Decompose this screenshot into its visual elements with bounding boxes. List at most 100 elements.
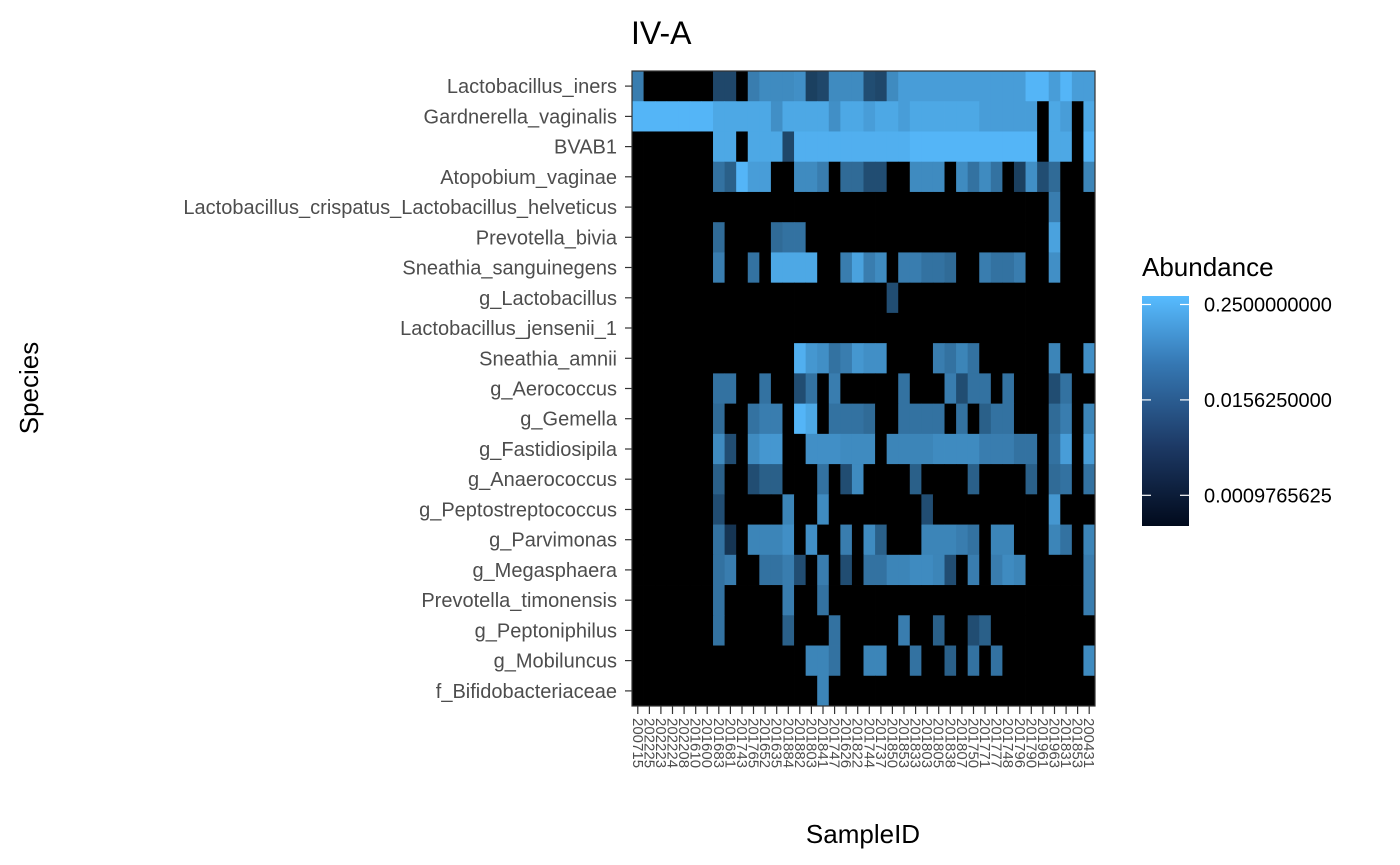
heatmap-cell [713, 222, 725, 253]
heatmap-cell [805, 524, 818, 556]
heatmap-cell [840, 101, 853, 132]
heatmap-cell [932, 222, 945, 253]
heatmap-cell [1002, 675, 1015, 707]
heatmap-cell [724, 131, 737, 163]
heatmap-cell [794, 161, 807, 193]
heatmap-cell [1071, 675, 1084, 707]
sample-tick-label: 200431 [1080, 718, 1097, 768]
heatmap-cell [805, 252, 818, 284]
heatmap-cell [1002, 615, 1015, 646]
heatmap-cell [759, 222, 772, 253]
heatmap-cell [805, 161, 818, 193]
heatmap-cell [724, 101, 737, 132]
heatmap-cell [921, 131, 934, 163]
heatmap-cell [747, 71, 760, 102]
heatmap-cell [794, 71, 807, 102]
species-axis: Lactobacillus_iners Gardnerella_vaginalis… [183, 76, 632, 703]
heatmap-cell [909, 494, 922, 525]
heatmap-cell [701, 191, 714, 223]
heatmap-cell [956, 403, 969, 435]
heatmap-cell [713, 252, 725, 284]
heatmap-cell [678, 403, 691, 435]
heatmap-cell [736, 675, 749, 707]
heatmap-cell [1048, 675, 1061, 707]
heatmap-cell [944, 585, 957, 616]
heatmap-cell [632, 585, 644, 616]
heatmap-cell [840, 403, 853, 435]
heatmap-cell [678, 343, 691, 374]
heatmap-cell [990, 524, 1003, 556]
heatmap-cell [851, 615, 864, 646]
heatmap-cell [863, 524, 876, 556]
heatmap-cell [632, 191, 644, 223]
heatmap-cell [886, 403, 899, 435]
heatmap-cell [689, 282, 702, 314]
heatmap-cell [851, 433, 864, 465]
heatmap-cell [632, 675, 644, 707]
heatmap-cell [944, 433, 957, 465]
heatmap-cell [1060, 343, 1073, 374]
sample-axis: 2007152022252022232022242022082016102016… [629, 706, 1097, 768]
heatmap-cell [689, 645, 702, 677]
heatmap-cell [990, 312, 1003, 344]
heatmap-cell [828, 343, 841, 374]
heatmap-cell [805, 131, 818, 163]
heatmap-cell [701, 675, 714, 707]
heatmap-cell [1083, 433, 1096, 465]
heatmap-cell [805, 191, 818, 223]
heatmap-cell [875, 403, 888, 435]
heatmap-cell [713, 343, 725, 374]
heatmap-cell [689, 373, 702, 405]
heatmap-cell [1083, 71, 1096, 102]
sample-tick-label: 201807 [953, 718, 970, 768]
heatmap-cell [1037, 554, 1050, 586]
heatmap-cell [967, 464, 980, 495]
heatmap-cell [851, 222, 864, 253]
heatmap-cell [701, 433, 714, 465]
heatmap-cell [932, 312, 945, 344]
heatmap-cell [747, 585, 760, 616]
heatmap-cell [805, 71, 818, 102]
heatmap-cell [747, 343, 760, 374]
heatmap-cell [655, 675, 668, 707]
heatmap-cell [794, 645, 807, 677]
heatmap-cell [979, 403, 992, 435]
heatmap-cell [921, 464, 934, 495]
heatmap-cell [678, 645, 691, 677]
sample-tick-label: 201884 [779, 718, 796, 768]
heatmap-cell [1083, 554, 1096, 586]
heatmap-cell [921, 645, 934, 677]
heatmap-cell [886, 252, 899, 284]
heatmap-cell [886, 675, 899, 707]
heatmap-cell [956, 675, 969, 707]
heatmap-cell [898, 252, 911, 284]
legend-ticks: 0.2500000000 0.0156250000 0.0009765625 [1142, 295, 1332, 507]
heatmap-cell [840, 494, 853, 525]
heatmap-cell [689, 464, 702, 495]
heatmap-cell [909, 373, 922, 405]
heatmap-cell [990, 585, 1003, 616]
heatmap-cell [875, 101, 888, 132]
heatmap-cell [713, 403, 725, 435]
heatmap-cell [921, 222, 934, 253]
heatmap-cell [932, 101, 945, 132]
heatmap-cell [909, 645, 922, 677]
heatmap-cell [851, 191, 864, 223]
heatmap-cell [1025, 252, 1038, 284]
heatmap-cell [1037, 282, 1050, 314]
heatmap-cell [979, 282, 992, 314]
heatmap-cell [1013, 161, 1026, 193]
heatmap-cell [666, 161, 679, 193]
heatmap-cell [828, 161, 841, 193]
heatmap-cell [932, 343, 945, 374]
heatmap-cell [921, 191, 934, 223]
heatmap-cell [655, 403, 668, 435]
sample-tick-label: 202225 [640, 718, 657, 768]
heatmap-cell [666, 464, 679, 495]
heatmap-cell [736, 191, 749, 223]
sample-tick-label: 202223 [652, 718, 669, 768]
heatmap-cell [643, 615, 656, 646]
heatmap-cell [794, 343, 807, 374]
heatmap-cell [736, 252, 749, 284]
heatmap-cell [932, 615, 945, 646]
